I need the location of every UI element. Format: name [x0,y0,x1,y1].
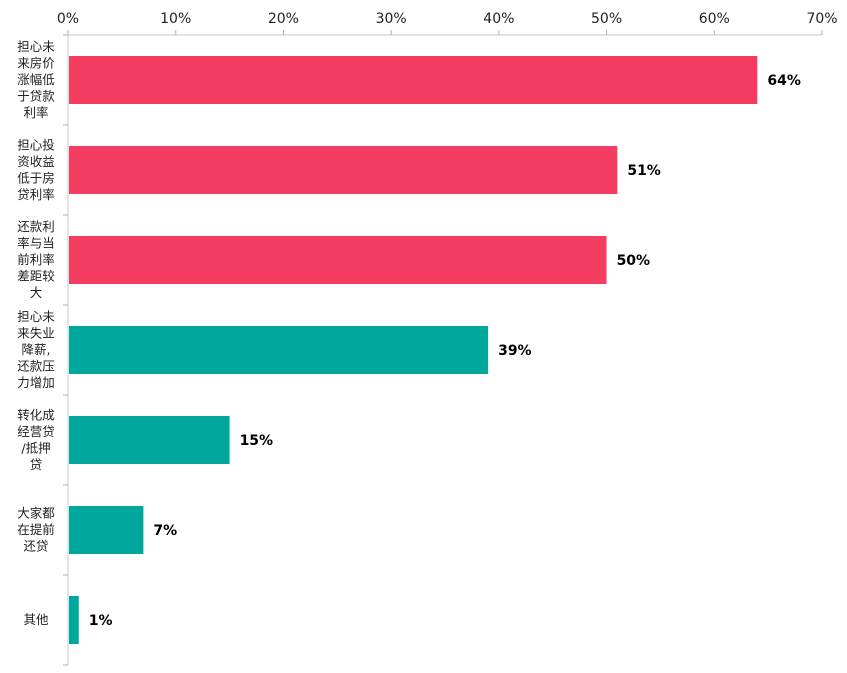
category-label: 于贷款 [17,89,55,104]
bar [69,146,618,194]
category-label: 经营贷 [17,424,55,439]
category-label: 来房价 [17,56,55,71]
bar [69,506,144,554]
category-label: 利率 [23,105,48,120]
category-label: 低于房 [17,170,55,185]
data-label: 50% [617,253,651,269]
category-label: 涨幅低 [17,72,55,87]
category-label: 还款压 [17,359,55,374]
x-tick-label: 20% [268,11,299,27]
category-label: 在提前 [17,522,55,537]
category-labels: 担心未来房价涨幅低于贷款利率担心投资收益低于房贷利率还款利率与当前利率差距较大担… [17,39,55,627]
x-tick-label: 60% [699,11,730,27]
category-label: 力增加 [17,375,55,390]
category-label: 来失业 [17,326,55,341]
category-label: 担心未 [17,309,55,324]
x-tick-label: 30% [376,11,407,27]
category-label: 担心未 [17,39,55,54]
category-label: 还贷 [23,539,48,554]
bar [69,236,607,284]
x-tick-label: 40% [483,11,514,27]
data-label: 7% [153,523,177,539]
category-label: 大家都 [17,506,55,521]
bars [69,56,758,644]
x-tick-label: 0% [57,11,79,27]
category-label: 还款利 [17,219,55,234]
data-label: 51% [627,163,661,179]
bar [69,326,489,374]
data-label: 64% [767,73,801,89]
y-axis [63,34,69,666]
category-label: 担心投 [17,137,55,152]
category-label: 降薪, [22,342,51,357]
x-axis: 0% 10% 20% 30% 40% 50% 60% 70% [57,11,838,36]
x-tick-label: 50% [591,11,622,27]
category-label: /抵押 [21,440,50,455]
category-label: 贷 [30,457,43,472]
category-label: 前利率 [17,252,55,267]
category-label: 率与当 [17,236,55,251]
bar [69,416,230,464]
data-label: 39% [498,343,532,359]
x-tick-label: 70% [806,11,837,27]
data-label: 1% [89,613,113,629]
category-label: 贷利率 [17,187,55,202]
category-label: 差距较 [17,269,55,284]
bar [69,56,758,104]
bar [69,596,79,644]
category-label: 转化成 [17,407,55,422]
category-label: 其他 [23,612,49,627]
data-label: 15% [240,433,274,449]
category-label: 资收益 [17,154,55,169]
x-tick-label: 10% [160,11,191,27]
data-labels: 64% 51% 50% 39% 15% 7% 1% [89,73,801,629]
category-label: 大 [30,285,43,300]
